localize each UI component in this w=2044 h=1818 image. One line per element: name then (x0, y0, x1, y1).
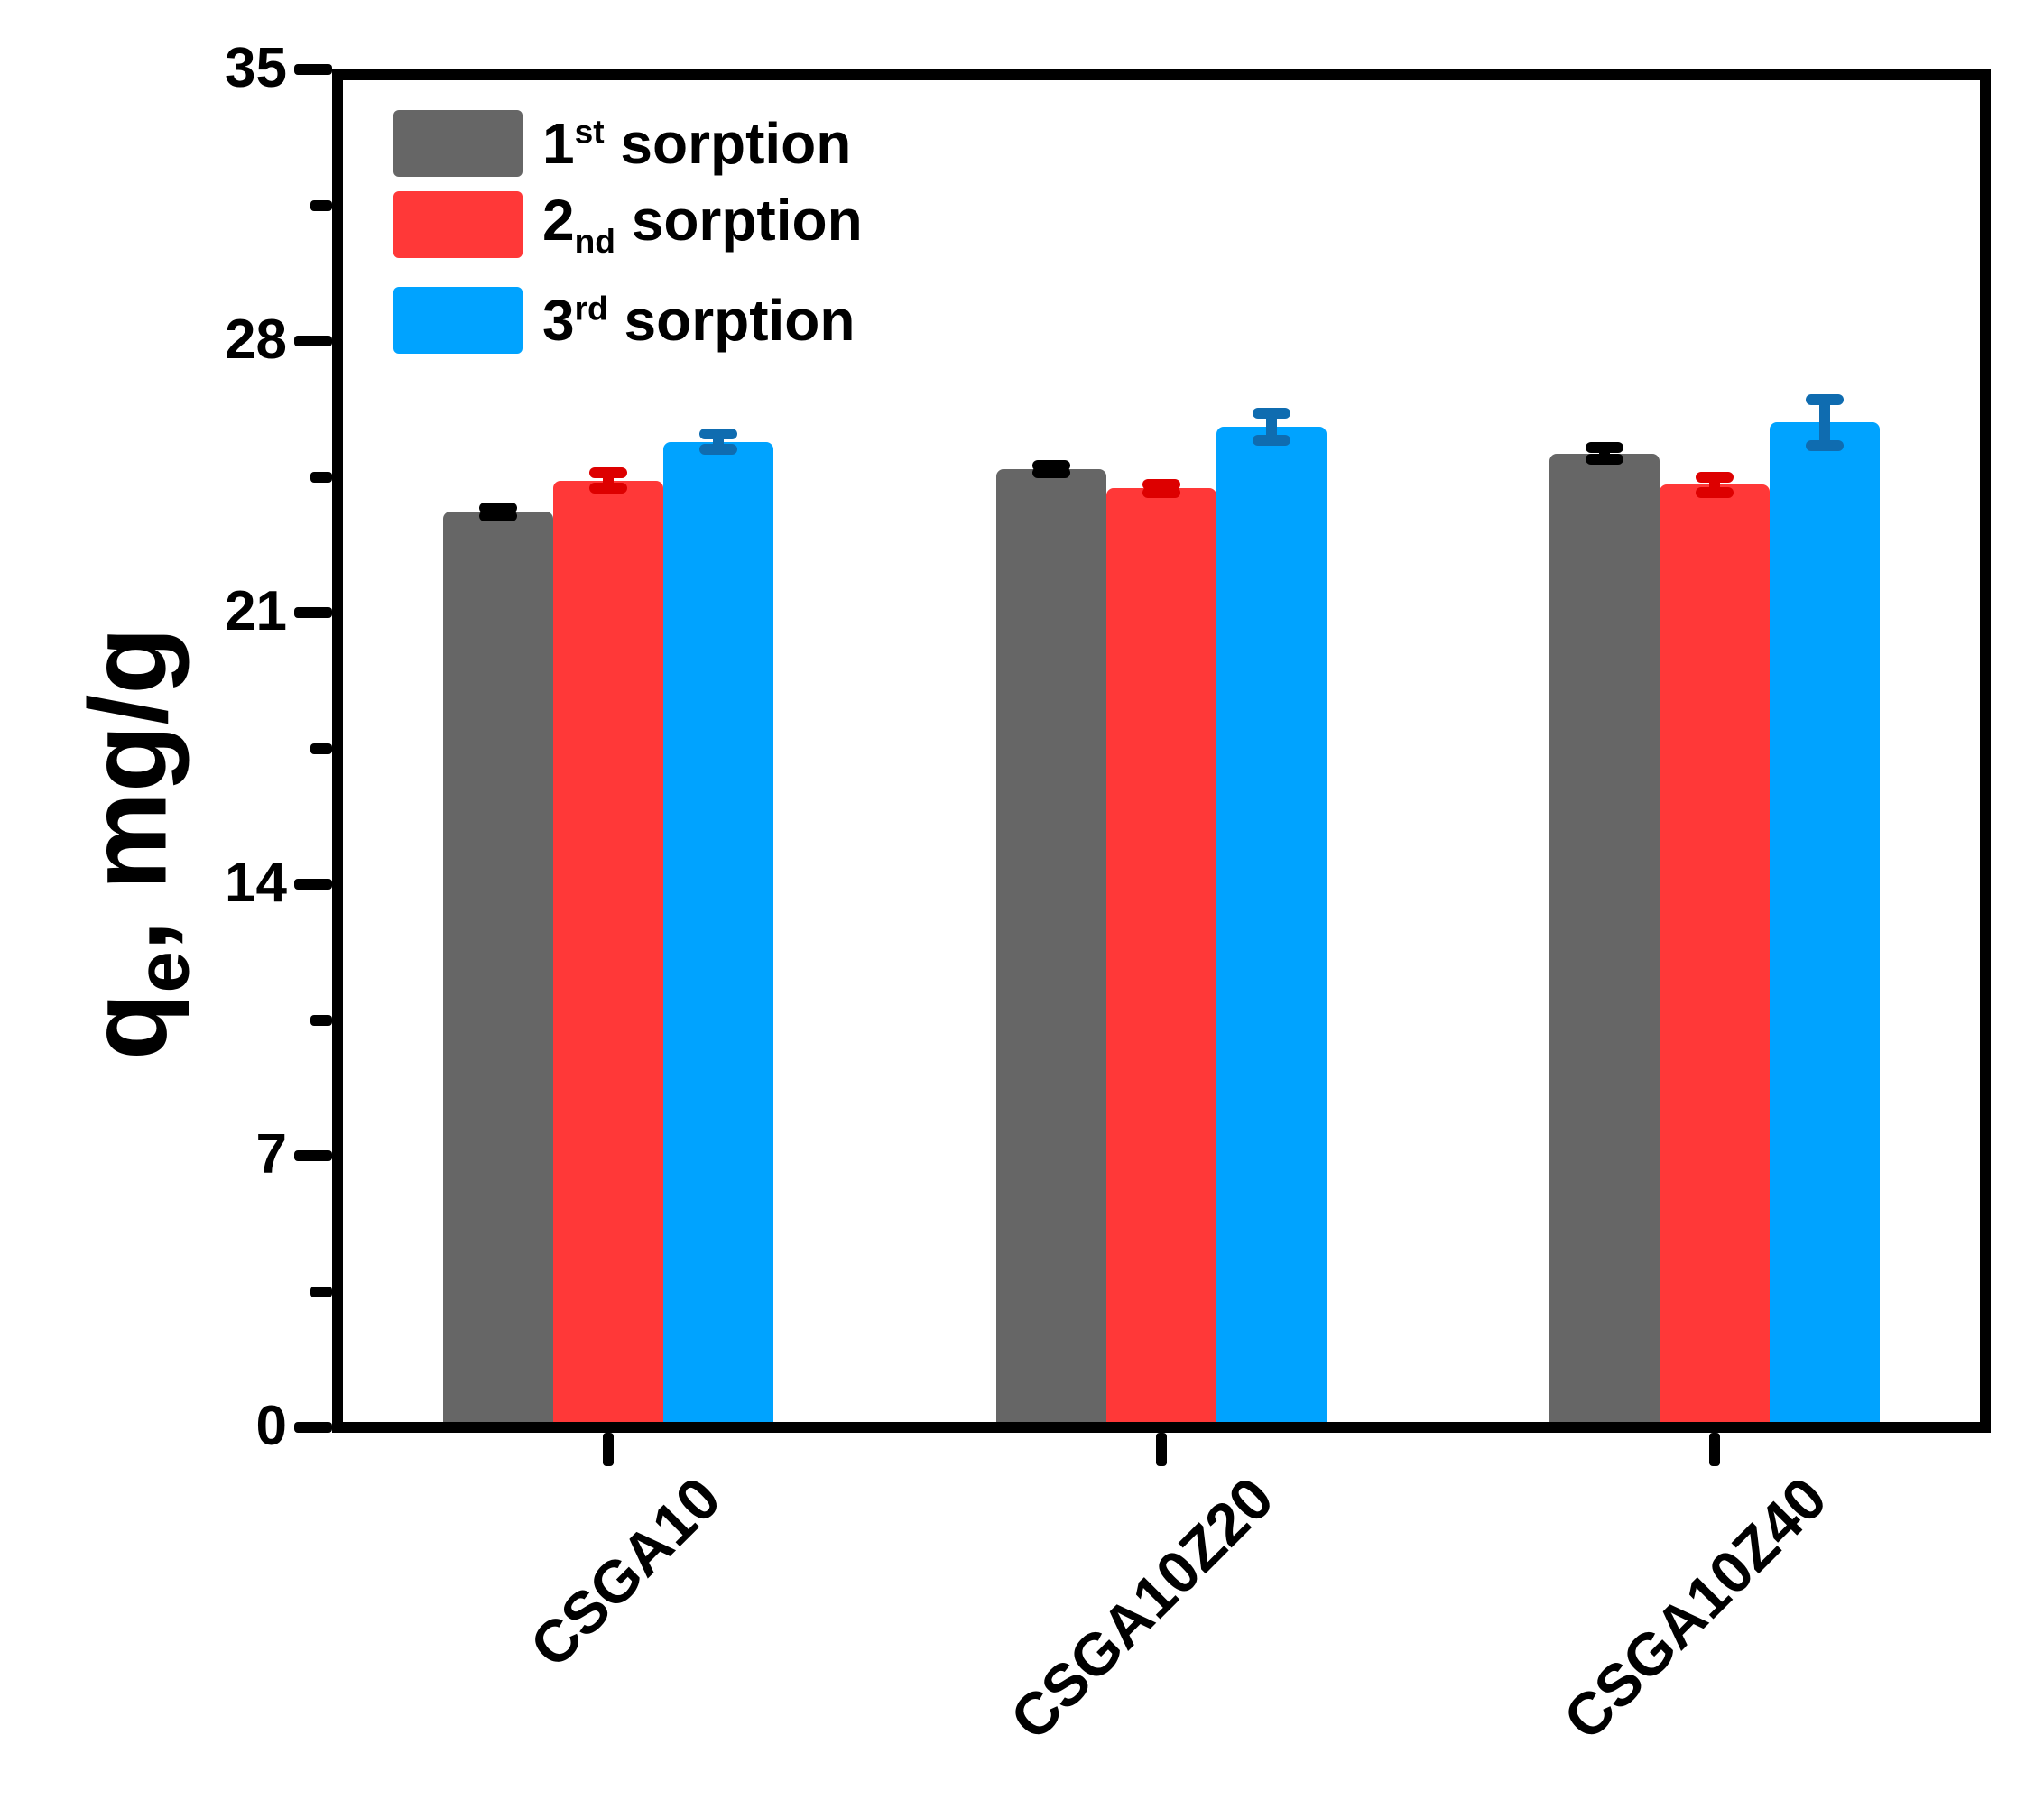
y-major-tick (294, 879, 332, 890)
bar (996, 468, 1106, 1433)
error-bar-cap-top (1695, 471, 1734, 483)
y-tick-label: 21 (225, 580, 287, 643)
error-bar-cap-top (1253, 407, 1290, 419)
error-bar-cap-top (1585, 442, 1623, 454)
legend-label: 2nd sorption (542, 188, 863, 260)
y-major-tick (294, 1150, 332, 1161)
y-major-tick (294, 64, 332, 75)
x-tick (603, 1433, 615, 1466)
legend-item: 3rd sorption (393, 287, 855, 354)
error-bar-cap-bottom (1585, 454, 1623, 466)
y-major-tick (294, 336, 332, 346)
y-tick-label: 0 (255, 1395, 287, 1458)
legend-swatch (393, 287, 523, 354)
y-minor-tick (310, 199, 332, 211)
y-tick-label: 14 (225, 852, 287, 915)
error-bar-cap-bottom (1032, 467, 1070, 479)
error-bar-cap-bottom (1805, 440, 1844, 452)
legend-item: 2nd sorption (393, 191, 863, 258)
bar (553, 480, 664, 1433)
error-bar-cap-bottom (479, 510, 518, 521)
bar (1549, 453, 1660, 1433)
x-tick-label: CSGA10Z40 (1550, 1463, 1839, 1753)
error-bar-line (1818, 399, 1830, 447)
error-bar-cap-bottom (1253, 434, 1290, 446)
error-bar-line (1266, 412, 1277, 440)
x-tick-label: CSGA10 (517, 1463, 734, 1680)
y-tick-label: 7 (255, 1123, 287, 1186)
x-tick (1708, 1433, 1720, 1466)
bar (1216, 426, 1327, 1433)
bar (663, 441, 774, 1433)
y-minor-tick (310, 1014, 332, 1026)
legend-swatch (393, 110, 523, 177)
error-bar-cap-top (1805, 393, 1844, 405)
y-axis-title-units: , mg/g (66, 627, 190, 952)
y-tick-label: 35 (225, 37, 287, 100)
legend-label: 3rd sorption (542, 288, 856, 353)
y-axis-title-main: q (66, 992, 190, 1060)
legend-label: 1st sorption (542, 111, 852, 176)
error-bar-cap-bottom (589, 483, 628, 494)
y-minor-tick (310, 1286, 332, 1297)
bar (1106, 488, 1216, 1433)
bar (1769, 422, 1880, 1433)
error-bar-cap-bottom (1142, 486, 1180, 498)
legend: 1st sorption 2nd sorption 3rd sorption (393, 110, 1115, 408)
error-bar-cap-bottom (699, 444, 738, 456)
x-tick-label: CSGA10Z20 (997, 1463, 1287, 1753)
legend-item: 1st sorption (393, 110, 851, 177)
x-tick (1156, 1433, 1167, 1466)
error-bar-cap-top (589, 467, 628, 479)
y-minor-tick (310, 743, 332, 754)
bar (1659, 484, 1770, 1433)
error-bar-cap-bottom (1695, 486, 1734, 498)
y-axis-title-subscript: e (120, 951, 205, 993)
legend-swatch (393, 191, 523, 258)
y-minor-tick (310, 471, 332, 483)
bar (443, 512, 554, 1433)
error-bar-cap-top (699, 429, 738, 440)
y-axis-title: qe, mg/g (64, 627, 206, 1060)
y-tick-label: 28 (225, 309, 287, 372)
y-major-tick (294, 607, 332, 618)
y-major-tick (294, 1422, 332, 1433)
